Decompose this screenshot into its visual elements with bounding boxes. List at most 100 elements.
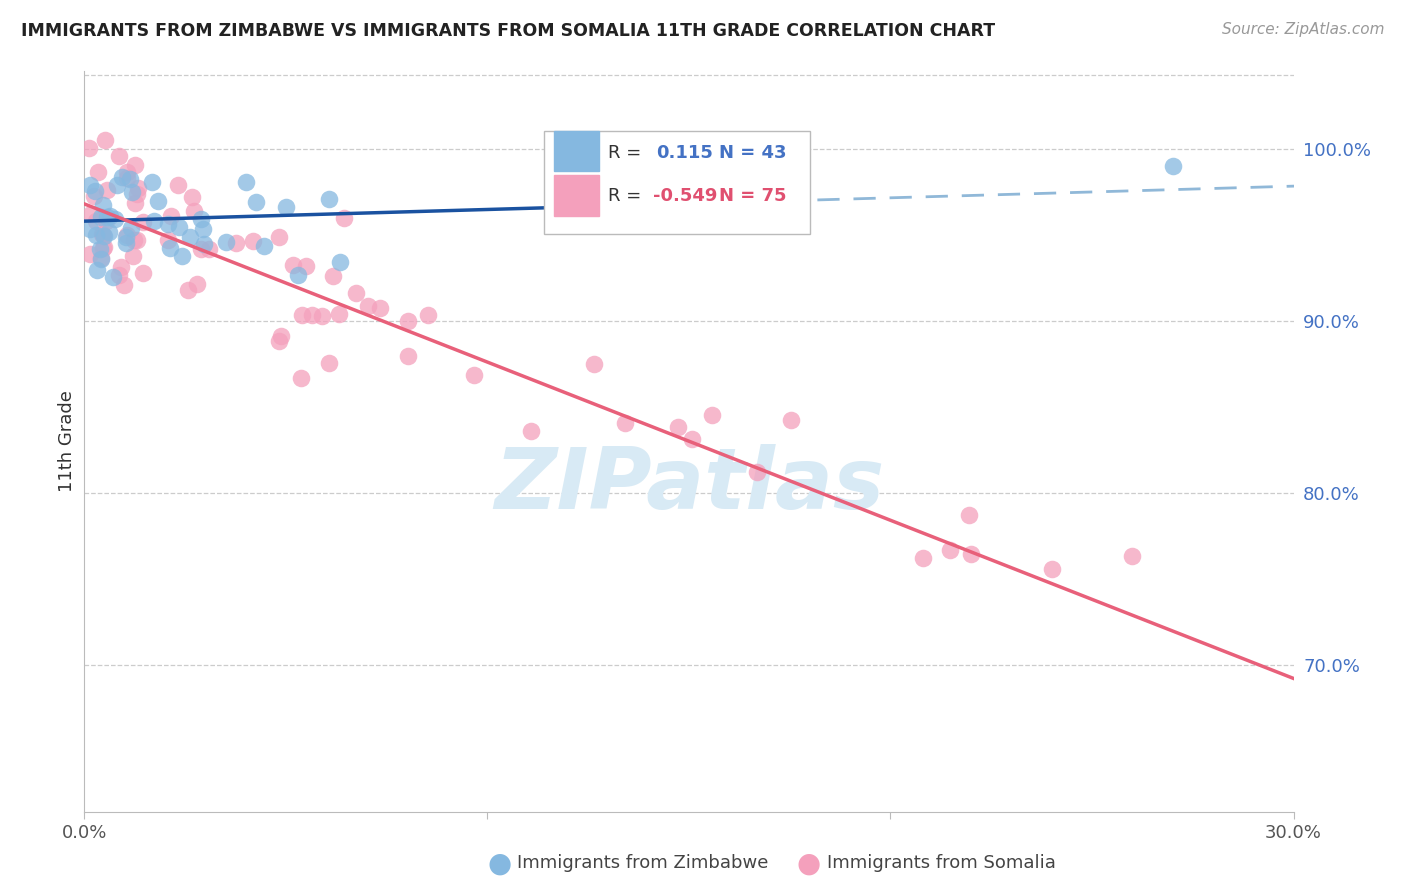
Point — [1121, 549, 1143, 563]
Point — [159, 241, 181, 255]
Text: R =: R = — [607, 186, 641, 205]
Point — [104, 211, 127, 226]
Point — [79, 178, 101, 192]
Point — [235, 175, 257, 189]
Point — [90, 227, 112, 241]
Point — [90, 252, 112, 267]
Text: Source: ZipAtlas.com: Source: ZipAtlas.com — [1222, 22, 1385, 37]
Point — [960, 548, 983, 562]
Point — [270, 329, 292, 343]
Point — [344, 286, 367, 301]
Point — [93, 240, 115, 254]
Point — [118, 171, 141, 186]
Text: N = 75: N = 75 — [720, 186, 787, 205]
Point — [295, 259, 318, 273]
Point — [93, 229, 115, 244]
Point — [121, 249, 143, 263]
Point — [242, 234, 264, 248]
Point — [91, 198, 114, 212]
Point — [322, 268, 344, 283]
Point — [957, 508, 980, 522]
Point — [396, 350, 419, 364]
Text: 0.115: 0.115 — [657, 144, 713, 161]
Point — [253, 238, 276, 252]
Point — [290, 371, 312, 385]
Point — [84, 213, 107, 227]
Point — [912, 551, 935, 566]
Text: Immigrants from Somalia: Immigrants from Somalia — [827, 855, 1056, 872]
Point — [666, 419, 689, 434]
Point — [96, 210, 118, 224]
Point — [181, 190, 204, 204]
Point — [318, 192, 340, 206]
Point — [124, 158, 146, 172]
Point — [614, 416, 637, 430]
Point — [418, 308, 440, 322]
Point — [77, 141, 100, 155]
Point — [124, 195, 146, 210]
Point — [215, 235, 238, 250]
Point — [110, 260, 132, 275]
Point — [115, 170, 138, 185]
Point — [98, 209, 121, 223]
Point — [283, 258, 305, 272]
Point — [191, 222, 214, 236]
Point — [86, 262, 108, 277]
Point — [329, 255, 352, 269]
Point — [598, 194, 620, 208]
Point — [86, 228, 108, 243]
Point — [681, 432, 703, 446]
Point — [79, 246, 101, 260]
Point — [146, 194, 169, 208]
Point — [156, 233, 179, 247]
Point — [167, 220, 190, 235]
Point — [333, 211, 356, 226]
Point — [94, 133, 117, 147]
Point — [127, 181, 149, 195]
Point — [193, 236, 215, 251]
Point — [87, 164, 110, 178]
Point — [111, 170, 134, 185]
Point — [357, 299, 380, 313]
Point — [368, 301, 391, 315]
Point — [274, 201, 297, 215]
Point — [1040, 562, 1063, 576]
Point — [143, 214, 166, 228]
Point — [83, 189, 105, 203]
Point — [132, 266, 155, 280]
Text: ZIPatlas: ZIPatlas — [494, 444, 884, 527]
Point — [183, 203, 205, 218]
Point — [90, 211, 112, 225]
Text: ●: ● — [486, 849, 512, 878]
Point — [84, 184, 107, 198]
Point — [245, 195, 267, 210]
Point — [108, 268, 131, 282]
Point — [179, 230, 201, 244]
Point — [267, 230, 290, 244]
FancyBboxPatch shape — [544, 130, 810, 235]
Text: IMMIGRANTS FROM ZIMBABWE VS IMMIGRANTS FROM SOMALIA 11TH GRADE CORRELATION CHART: IMMIGRANTS FROM ZIMBABWE VS IMMIGRANTS F… — [21, 22, 995, 40]
Point — [520, 424, 543, 438]
Point — [198, 242, 221, 256]
Point — [114, 278, 136, 293]
Point — [328, 307, 350, 321]
Point — [89, 242, 111, 256]
Point — [177, 283, 200, 297]
Point — [125, 233, 148, 247]
Point — [301, 308, 323, 322]
Point — [939, 543, 962, 558]
Point — [170, 249, 193, 263]
Point — [269, 334, 291, 348]
Text: ●: ● — [796, 849, 821, 878]
Point — [132, 215, 155, 229]
Point — [287, 268, 309, 283]
Point — [1161, 159, 1184, 173]
Point — [311, 309, 333, 323]
Bar — [554, 130, 599, 171]
Point — [108, 149, 131, 163]
Point — [779, 413, 801, 427]
Point — [160, 209, 183, 223]
Point — [80, 207, 103, 221]
Point — [117, 228, 139, 243]
Point — [98, 225, 121, 239]
